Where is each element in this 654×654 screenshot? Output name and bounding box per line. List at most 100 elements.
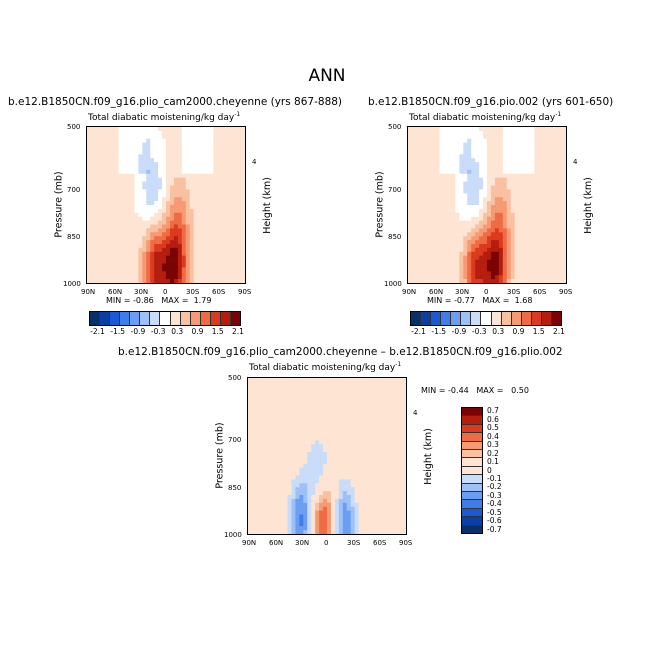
field-cell bbox=[530, 232, 535, 237]
field-cell bbox=[526, 197, 531, 202]
field-cell bbox=[279, 452, 284, 457]
field-cell bbox=[259, 506, 265, 511]
field-cell bbox=[346, 510, 351, 515]
field-cell bbox=[134, 158, 139, 163]
field-cell bbox=[342, 506, 348, 511]
field-cell bbox=[122, 251, 127, 256]
field-cell bbox=[506, 267, 511, 272]
field-cell bbox=[502, 185, 508, 190]
field-cell bbox=[479, 224, 484, 229]
field-cell bbox=[514, 263, 519, 268]
field-cell bbox=[554, 154, 559, 159]
field-cell bbox=[431, 216, 436, 221]
field-cell bbox=[323, 420, 328, 426]
field-cell bbox=[467, 212, 472, 217]
field-cell bbox=[307, 436, 312, 441]
field-cell bbox=[447, 259, 452, 264]
field-cell bbox=[315, 479, 320, 484]
colorbar-swatch bbox=[462, 424, 482, 434]
field-cell bbox=[518, 232, 523, 237]
field-cell bbox=[346, 498, 351, 504]
field-cell bbox=[475, 169, 480, 175]
field-cell bbox=[423, 185, 429, 190]
field-cell bbox=[114, 224, 119, 229]
field-cell bbox=[415, 212, 421, 217]
field-cell bbox=[334, 393, 340, 398]
field-cell bbox=[311, 428, 316, 433]
field-cell bbox=[498, 127, 504, 132]
field-cell bbox=[255, 483, 261, 488]
field-cell bbox=[386, 506, 391, 511]
field-cell bbox=[394, 413, 399, 418]
colorbar-swatch bbox=[90, 312, 101, 325]
field-cell bbox=[283, 487, 288, 492]
field-cell bbox=[402, 448, 406, 453]
field-cell bbox=[142, 150, 147, 155]
panel3-lat-30N: 30N bbox=[295, 539, 310, 547]
field-cell bbox=[439, 130, 444, 136]
field-cell bbox=[185, 166, 190, 171]
field-cell bbox=[483, 189, 488, 194]
field-cell bbox=[197, 220, 202, 225]
field-cell bbox=[467, 247, 472, 253]
field-cell bbox=[229, 279, 234, 283]
field-cell bbox=[423, 236, 429, 241]
field-cell bbox=[554, 255, 559, 260]
field-cell bbox=[338, 506, 344, 511]
field-cell bbox=[506, 150, 511, 155]
field-cell bbox=[451, 220, 456, 225]
field-cell bbox=[459, 236, 464, 241]
field-cell bbox=[241, 134, 245, 139]
field-cell bbox=[311, 420, 316, 426]
field-cell bbox=[279, 381, 284, 387]
field-cell bbox=[169, 189, 175, 194]
field-cell bbox=[263, 491, 269, 496]
field-cell bbox=[538, 220, 543, 225]
field-cell bbox=[217, 201, 222, 206]
field-cell bbox=[221, 169, 226, 175]
field-cell bbox=[554, 197, 559, 202]
field-cell bbox=[209, 166, 214, 171]
field-cell bbox=[106, 271, 111, 276]
field-cell bbox=[299, 514, 304, 519]
field-cell bbox=[451, 193, 456, 198]
field-cell bbox=[494, 150, 500, 155]
field-cell bbox=[494, 205, 500, 210]
field-cell bbox=[303, 491, 308, 496]
field-cell bbox=[122, 259, 127, 264]
field-cell bbox=[475, 232, 480, 237]
field-cell bbox=[154, 232, 159, 237]
field-cell bbox=[134, 138, 139, 143]
field-cell bbox=[408, 212, 413, 217]
field-cell bbox=[299, 448, 304, 453]
field-cell bbox=[443, 263, 448, 268]
field-cell bbox=[459, 263, 464, 268]
field-cell bbox=[251, 456, 257, 461]
field-cell bbox=[514, 240, 519, 245]
field-cell bbox=[398, 475, 403, 480]
field-cell bbox=[229, 236, 234, 241]
colorbar-swatch bbox=[180, 312, 191, 325]
field-cell bbox=[534, 220, 539, 225]
field-cell bbox=[217, 259, 222, 264]
field-cell bbox=[271, 526, 276, 531]
field-cell bbox=[518, 130, 523, 136]
field-cell bbox=[169, 216, 175, 221]
field-cell bbox=[233, 166, 238, 171]
field-cell bbox=[330, 495, 336, 500]
field-cell bbox=[419, 154, 425, 159]
field-cell bbox=[475, 142, 480, 147]
field-cell bbox=[514, 150, 519, 155]
field-cell bbox=[542, 216, 547, 221]
field-cell bbox=[378, 413, 383, 418]
field-cell bbox=[327, 424, 332, 429]
field-cell bbox=[217, 275, 222, 280]
field-cell bbox=[181, 185, 187, 190]
field-cell bbox=[431, 138, 436, 143]
field-cell bbox=[502, 189, 508, 194]
field-cell bbox=[110, 130, 115, 136]
field-cell bbox=[259, 502, 265, 507]
field-cell bbox=[411, 220, 417, 225]
field-cell bbox=[197, 173, 202, 178]
field-cell bbox=[177, 232, 183, 237]
